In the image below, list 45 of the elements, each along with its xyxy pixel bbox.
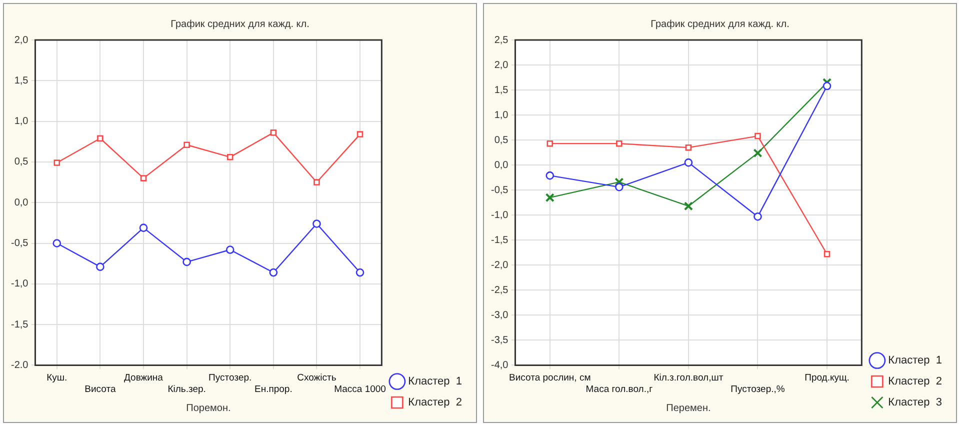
x-tick-label: Пустозер.,% [730,384,786,395]
y-tick-label: 1,0 [494,110,509,121]
chart-title: График средних для кажд. кл. [170,18,310,30]
y-tick-label: -1,0 [10,278,29,290]
x-tick-label: Масса 1000 [334,384,386,395]
x-tick-label: Схожість [297,372,336,384]
legend-label: Кластер 1 [888,354,942,367]
y-tick-label: 0,5 [494,134,509,146]
y-tick-label: -0,5 [10,238,29,249]
x-axis-title: Перемен. [666,402,711,414]
y-tick-label: -2,5 [490,284,509,296]
y-tick-label: 0,0 [14,197,29,208]
x-tick-label: Кіл.з.гол.вол,шт [654,372,724,384]
y-tick-label: -3,0 [490,310,509,321]
y-tick-label: -2,0 [490,260,509,271]
legend-label: Кластер 3 [888,396,942,409]
x-tick-label: Висота рослин, см [509,372,591,384]
legend-label: Кластер 2 [888,376,942,388]
legend-label: Кластер 1 [408,376,462,388]
x-tick-label: Куш. [46,372,68,384]
x-tick-label: Пустозер. [208,372,252,384]
y-tick-label: 2,0 [14,34,29,46]
x-tick-label: Прод.кущ. [804,372,850,384]
y-tick-label: 1,0 [14,116,29,128]
y-tick-label: -4,0 [490,360,509,371]
x-tick-label: Маса гол.вол.,г [586,384,654,395]
x-tick-label: Висота [84,384,116,395]
y-tick-label: 2,5 [494,34,509,46]
y-tick-label: -1,5 [490,234,509,246]
y-tick-label: 1,5 [14,75,29,86]
legend-label: Кластер 2 [408,396,462,409]
y-tick-label: -1,5 [10,319,29,330]
x-tick-label: Ен.прор. [254,384,292,395]
x-tick-label: Довжина [124,372,164,384]
y-tick-label: -0,5 [490,184,509,196]
y-tick-label: 1,5 [494,84,509,96]
y-tick-label: 2,0 [494,60,509,71]
y-tick-label: 0,5 [14,156,29,168]
x-axis-title: Поремон. [186,402,231,414]
y-tick-label: -2.0 [10,360,29,371]
x-tick-label: Кіль.зер. [168,384,206,395]
y-tick-label: 0,0 [494,160,509,171]
chart-title: График средних для кажд. кл. [650,18,790,30]
y-tick-label: -3,5 [490,334,509,346]
y-tick-label: -1,0 [490,210,509,221]
